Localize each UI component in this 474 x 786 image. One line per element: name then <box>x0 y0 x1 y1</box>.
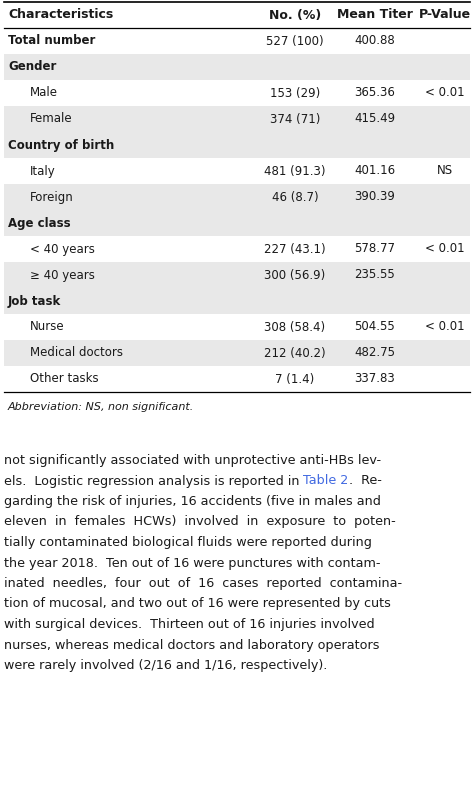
Bar <box>4 314 470 340</box>
Text: the year 2018.  Ten out of 16 were punctures with contam-: the year 2018. Ten out of 16 were punctu… <box>4 556 381 570</box>
Text: 337.83: 337.83 <box>355 373 395 385</box>
Bar <box>4 80 470 106</box>
Text: 235.55: 235.55 <box>355 269 395 281</box>
Text: Other tasks: Other tasks <box>30 373 99 385</box>
Text: Mean Titer: Mean Titer <box>337 9 413 21</box>
Bar <box>4 262 470 288</box>
Text: 390.39: 390.39 <box>355 190 395 204</box>
Bar <box>4 210 470 236</box>
Text: Gender: Gender <box>8 61 56 74</box>
Bar <box>4 288 470 314</box>
Text: 212 (40.2): 212 (40.2) <box>264 347 326 359</box>
Text: were rarely involved (2/16 and 1/16, respectively).: were rarely involved (2/16 and 1/16, res… <box>4 659 328 672</box>
Text: 504.55: 504.55 <box>355 321 395 333</box>
Text: tially contaminated biological fluids were reported during: tially contaminated biological fluids we… <box>4 536 372 549</box>
Text: nurses, whereas medical doctors and laboratory operators: nurses, whereas medical doctors and labo… <box>4 638 380 652</box>
Text: ≥ 40 years: ≥ 40 years <box>30 269 95 281</box>
Text: Characteristics: Characteristics <box>8 9 113 21</box>
Text: 7 (1.4): 7 (1.4) <box>275 373 315 385</box>
Bar <box>4 340 470 366</box>
Text: Job task: Job task <box>8 295 61 307</box>
Text: Foreign: Foreign <box>30 190 74 204</box>
Text: Female: Female <box>30 112 73 126</box>
Text: Table 2: Table 2 <box>303 475 349 487</box>
Text: 527 (100): 527 (100) <box>266 35 324 47</box>
Text: 46 (8.7): 46 (8.7) <box>272 190 319 204</box>
Text: Country of birth: Country of birth <box>8 138 114 152</box>
Bar <box>4 184 470 210</box>
Text: Total number: Total number <box>8 35 95 47</box>
Text: 482.75: 482.75 <box>355 347 395 359</box>
Bar <box>4 158 470 184</box>
Text: Italy: Italy <box>30 164 56 178</box>
Text: 415.49: 415.49 <box>355 112 396 126</box>
Text: 227 (43.1): 227 (43.1) <box>264 243 326 255</box>
Text: 401.16: 401.16 <box>355 164 396 178</box>
Text: not significantly associated with unprotective anti-HBs lev-: not significantly associated with unprot… <box>4 454 381 467</box>
Text: < 0.01: < 0.01 <box>425 86 465 100</box>
Text: 365.36: 365.36 <box>355 86 395 100</box>
Text: 400.88: 400.88 <box>355 35 395 47</box>
Text: < 0.01: < 0.01 <box>425 321 465 333</box>
Text: Medical doctors: Medical doctors <box>30 347 123 359</box>
Text: 300 (56.9): 300 (56.9) <box>264 269 326 281</box>
Bar <box>4 28 470 54</box>
Text: els.  Logistic regression analysis is reported in: els. Logistic regression analysis is rep… <box>4 475 303 487</box>
Text: Age class: Age class <box>8 216 71 230</box>
Text: tion of mucosal, and two out of 16 were represented by cuts: tion of mucosal, and two out of 16 were … <box>4 597 391 611</box>
Text: Male: Male <box>30 86 58 100</box>
Text: 481 (91.3): 481 (91.3) <box>264 164 326 178</box>
Bar <box>4 236 470 262</box>
Bar <box>4 2 470 28</box>
Bar <box>4 106 470 132</box>
Bar <box>4 54 470 80</box>
Text: garding the risk of injuries, 16 accidents (five in males and: garding the risk of injuries, 16 acciden… <box>4 495 381 508</box>
Text: < 0.01: < 0.01 <box>425 243 465 255</box>
Text: 578.77: 578.77 <box>355 243 395 255</box>
Text: NS: NS <box>437 164 453 178</box>
Bar <box>4 132 470 158</box>
Text: Abbreviation: NS, non significant.: Abbreviation: NS, non significant. <box>8 402 194 412</box>
Text: 374 (71): 374 (71) <box>270 112 320 126</box>
Text: .  Re-: . Re- <box>349 475 382 487</box>
Text: < 40 years: < 40 years <box>30 243 95 255</box>
Text: No. (%): No. (%) <box>269 9 321 21</box>
Bar <box>4 366 470 392</box>
Text: with surgical devices.  Thirteen out of 16 injuries involved: with surgical devices. Thirteen out of 1… <box>4 618 374 631</box>
Text: 308 (58.4): 308 (58.4) <box>264 321 326 333</box>
Text: P-Value: P-Value <box>419 9 471 21</box>
Text: Nurse: Nurse <box>30 321 64 333</box>
Text: inated  needles,  four  out  of  16  cases  reported  contamina-: inated needles, four out of 16 cases rep… <box>4 577 402 590</box>
Text: 153 (29): 153 (29) <box>270 86 320 100</box>
Text: eleven  in  females  HCWs)  involved  in  exposure  to  poten-: eleven in females HCWs) involved in expo… <box>4 516 396 528</box>
